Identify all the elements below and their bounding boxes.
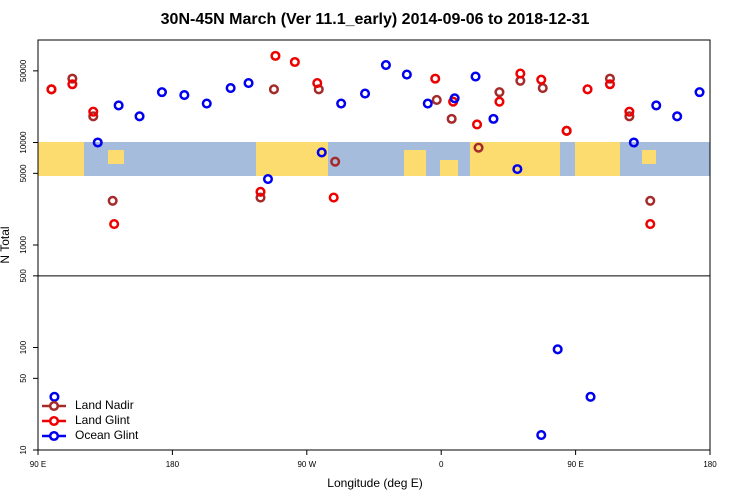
point [672,111,683,122]
y-tick-label: 50000 [19,59,28,82]
point [92,137,103,148]
point [255,192,266,203]
point [694,87,705,98]
legend-marker [48,415,60,427]
x-axis-label: Longitude (deg E) [327,476,422,490]
point [585,391,596,402]
point [67,73,78,84]
point [536,74,547,85]
point [201,98,212,109]
point [604,79,615,90]
point [67,79,78,90]
x-tick-label: 180 [166,460,180,469]
x-tick-label: 90 W [297,460,316,469]
x-tick-label: 90 E [30,460,46,469]
point [470,71,481,82]
land [440,160,458,176]
point [552,344,563,355]
point [113,100,124,111]
point [109,219,120,230]
y-axis-label: N Total [0,226,12,263]
land [256,142,328,176]
land [108,150,124,164]
map-band [38,142,710,176]
point [312,78,323,89]
point [446,113,457,124]
point [336,98,347,109]
point [515,68,526,79]
point [430,73,441,84]
point [473,142,484,153]
point [401,69,412,80]
y-tick-label: 500 [19,269,28,283]
legend-label: Land Glint [75,413,130,427]
point [134,111,145,122]
point [449,93,460,104]
point [380,59,391,71]
point [49,391,60,402]
point [582,84,593,95]
y-tick-label: 10 [19,445,28,454]
point [651,100,662,111]
point [359,88,371,99]
point [107,195,118,206]
y-tick-label: 50 [19,373,28,382]
land [38,142,84,176]
plot-frame [37,39,711,451]
point [494,87,505,98]
point [628,137,639,148]
point [289,56,300,68]
point [225,82,236,94]
point [537,82,548,94]
point [512,164,523,175]
land [404,150,426,176]
point [422,98,433,109]
y-tick-label: 100 [19,340,28,354]
point [330,156,341,167]
point [561,125,572,136]
point [624,111,635,122]
point [494,96,505,107]
point [316,147,327,158]
point [243,78,254,89]
point [262,173,274,185]
y-tick-label: 1000 [19,236,28,254]
point [645,219,656,230]
y-tick-label: 10000 [19,131,28,154]
chart-title: 30N-45N March (Ver 11.1_early) 2014-09-0… [161,11,590,28]
point [488,113,499,124]
point [156,87,167,98]
land [575,142,620,176]
point [255,186,266,197]
point [179,90,190,101]
point [471,119,483,130]
point [270,50,281,61]
legend-label: Ocean Glint [75,428,139,442]
y-tick-label: 5000 [19,164,28,182]
legend-marker [48,400,60,412]
point [624,106,635,117]
point [604,73,615,84]
legend-label: Land Nadir [75,398,134,412]
point [88,111,99,122]
legend-marker [48,430,60,442]
x-tick-label: 90 E [567,460,583,469]
x-tick-label: 0 [439,460,444,469]
point [268,84,279,95]
point [431,94,442,106]
point [536,429,547,441]
point [328,192,339,203]
point [46,84,57,95]
x-tick-label: 180 [703,460,717,469]
land [642,150,656,164]
point [88,106,99,117]
point [645,195,656,206]
